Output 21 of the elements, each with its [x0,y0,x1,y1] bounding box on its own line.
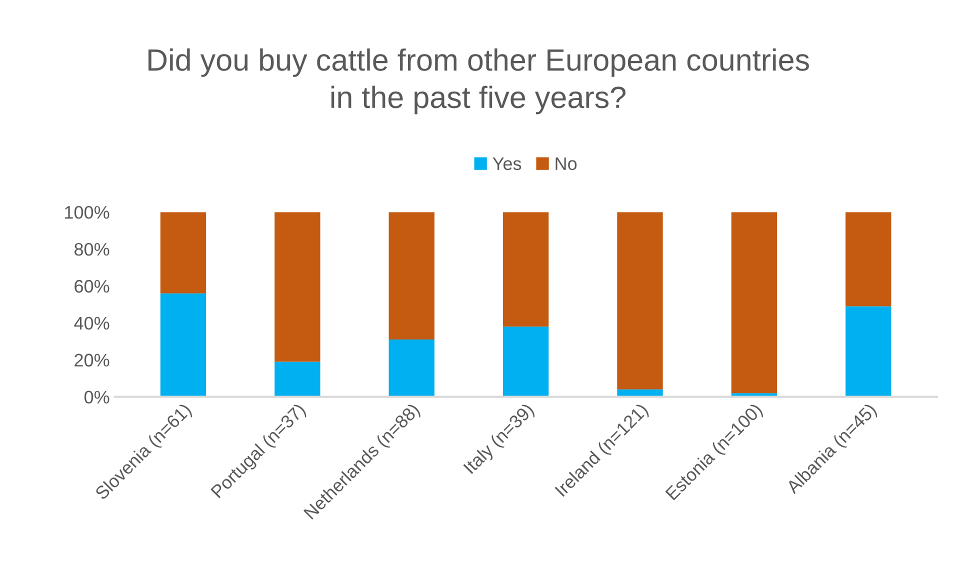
legend-label: Yes [492,157,522,170]
legend-label: No [556,157,577,170]
chart-title: Did you buy cattle from other European countries in the past five years? [148,48,809,114]
bar [160,293,206,397]
bar [731,212,778,394]
bar [388,340,434,397]
y-tick-label: 20% [74,354,110,367]
bar [846,212,892,306]
y-tick-label: 100% [65,206,110,219]
bar [274,212,320,362]
bar [502,212,549,327]
bar [388,212,434,340]
y-tick-label: 0% [84,390,110,404]
bar [846,306,892,397]
bar [502,326,549,397]
y-tick-label: 40% [74,316,110,330]
bar [617,212,663,390]
bar [160,212,206,294]
y-tick-label: 60% [74,280,110,293]
bar [274,362,320,397]
y-tick-label: 80% [74,242,110,256]
